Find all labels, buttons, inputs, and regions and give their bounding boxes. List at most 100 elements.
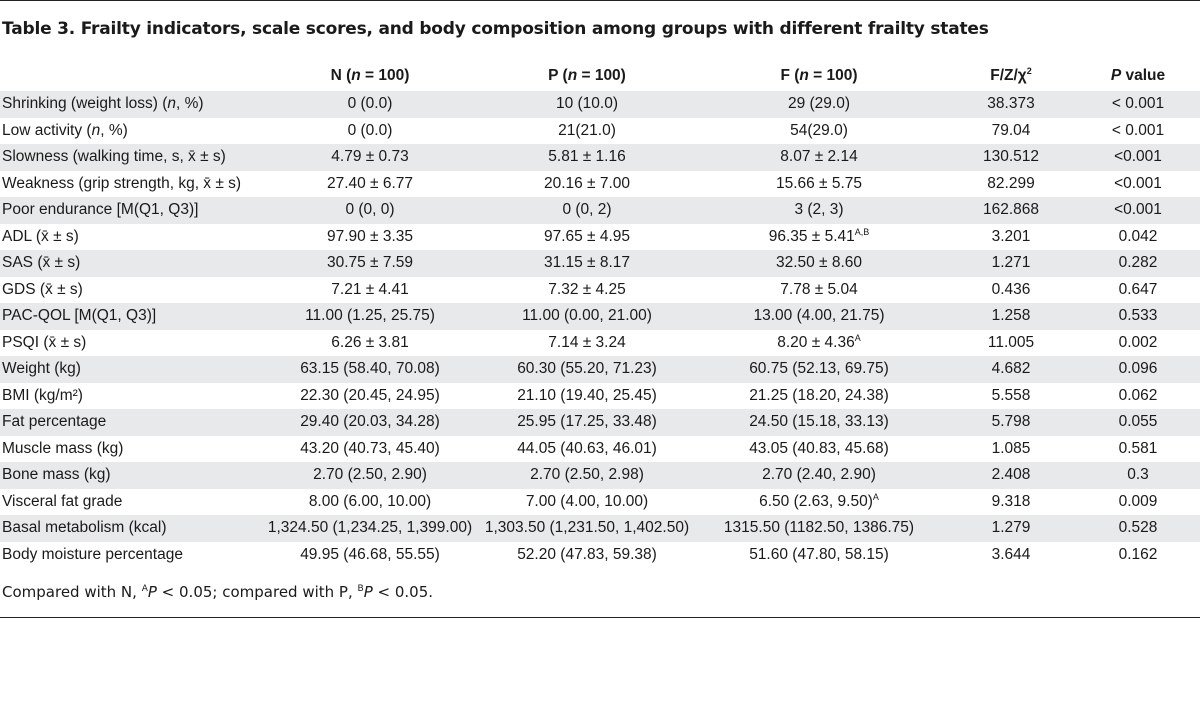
cell-p: 97.65 ± 4.95 [543, 227, 631, 245]
cell-n: 4.79 ± 0.73 [258, 144, 482, 171]
cell-f: 24.50 (15.18, 33.13) [692, 409, 946, 436]
cell-p: 7.32 ± 4.25 [548, 280, 626, 298]
header-n-group: N (n = 100) [330, 67, 410, 84]
cell-f: 54(29.0) [790, 121, 848, 139]
cell-p-value: 0.3 [1076, 462, 1200, 489]
cell-f: 21.25 (18.20, 24.38) [749, 386, 889, 404]
cell-p: 21(21.0) [558, 121, 616, 139]
cell-f: 60.75 (52.13, 69.75) [692, 356, 946, 383]
cell-n: 0 (0.0) [258, 91, 482, 118]
cell-p: 10 (10.0) [482, 91, 692, 118]
cell-statistic: 4.682 [946, 356, 1076, 383]
row-label: Low activity (n, %) [2, 121, 128, 139]
header-p-value: P value [1110, 67, 1166, 84]
cell-statistic: 2.408 [946, 462, 1076, 489]
cell-p-value: 0.062 [1118, 386, 1158, 404]
table-row: Fat percentage 29.40 (20.03, 34.28) 25.95 … [0, 409, 1200, 436]
row-label: BMI (kg/m²) [2, 386, 83, 404]
cell-p: 21.10 (19.40, 25.45) [517, 386, 657, 404]
table-row: Poor endurance [M(Q1, Q3)] 0 (0, 0) 0 (0, … [0, 197, 1200, 224]
row-label: PSQI (x̄ ± s) [2, 333, 87, 351]
table-row: PSQI (x̄ ± s) 6.26 ± 3.81 7.14 ± 3.24 8.20 … [0, 330, 1200, 357]
row-label: Slowness (walking time, s, x̄ ± s) [0, 144, 258, 171]
cell-statistic: 82.299 [987, 174, 1035, 192]
bottom-rule [0, 617, 1200, 618]
cell-n: 30.75 ± 7.59 [258, 250, 482, 277]
table-row: Slowness (walking time, s, x̄ ± s) 4.79 ±… [0, 144, 1200, 171]
cell-p-value: 0.162 [1118, 545, 1158, 563]
row-label: SAS (x̄ ± s) [0, 250, 258, 277]
table-row: Muscle mass (kg) 43.20 (40.73, 45.40) 44.0… [0, 436, 1200, 463]
table-footnote: Compared with N, AP < 0.05; compared wit… [2, 583, 434, 601]
cell-statistic: 3.644 [991, 545, 1031, 563]
cell-n: 29.40 (20.03, 34.28) [258, 409, 482, 436]
cell-p-value: <0.001 [1114, 174, 1162, 192]
cell-f: 15.66 ± 5.75 [775, 174, 863, 192]
cell-n: 0 (0, 0) [258, 197, 482, 224]
cell-statistic: 38.373 [946, 91, 1076, 118]
cell-p-value: 0.581 [1118, 439, 1158, 457]
cell-p-value: 0.282 [1076, 250, 1200, 277]
cell-f: 3 (2, 3) [692, 197, 946, 224]
row-label: GDS (x̄ ± s) [2, 280, 83, 298]
cell-statistic: 79.04 [991, 121, 1031, 139]
cell-p-value: < 0.001 [1076, 91, 1200, 118]
cell-p-value: 0.096 [1076, 356, 1200, 383]
cell-n: 63.15 (58.40, 70.08) [258, 356, 482, 383]
table-row: PAC-QOL [M(Q1, Q3)] 11.00 (1.25, 25.75) 11… [0, 303, 1200, 330]
table-row: Shrinking (weight loss) (n, %) 0 (0.0) 10 … [0, 91, 1200, 118]
header-f-group: F (n = 100) [780, 67, 858, 84]
header-p-group: P (n = 100) [548, 67, 626, 84]
table-row: Body moisture percentage 49.95 (46.68, 55… [0, 542, 1200, 569]
header-row: N (n = 100) P (n = 100) F (n = 100) F/Z/… [0, 61, 1200, 91]
cell-p: 25.95 (17.25, 33.48) [482, 409, 692, 436]
cell-p: 7.14 ± 3.24 [548, 333, 626, 351]
cell-p-value: 0.533 [1076, 303, 1200, 330]
cell-f: 6.50 (2.63, 9.50)A [759, 491, 879, 510]
cell-f: 13.00 (4.00, 21.75) [692, 303, 946, 330]
cell-f: 96.35 ± 5.41A,B [768, 226, 870, 245]
top-rule [0, 0, 1200, 1]
table-row: BMI (kg/m²) 22.30 (20.45, 24.95) 21.10 (19… [0, 383, 1200, 410]
cell-statistic: 1.271 [946, 250, 1076, 277]
cell-f: 8.20 ± 4.36A [777, 332, 861, 351]
cell-p-value: <0.001 [1076, 197, 1200, 224]
cell-statistic: 162.868 [946, 197, 1076, 224]
cell-statistic: 5.558 [991, 386, 1031, 404]
cell-p: 11.00 (0.00, 21.00) [482, 303, 692, 330]
cell-p: 60.30 (55.20, 71.23) [482, 356, 692, 383]
table-row: SAS (x̄ ± s) 30.75 ± 7.59 31.15 ± 8.17 32.5… [0, 250, 1200, 277]
header-label [0, 61, 258, 91]
cell-f: 29 (29.0) [692, 91, 946, 118]
cell-p: 44.05 (40.63, 46.01) [517, 439, 657, 457]
cell-statistic: 130.512 [946, 144, 1076, 171]
table-row: Low activity (n, %) 0 (0.0) 21(21.0) 54(29.… [0, 118, 1200, 145]
cell-n: 97.90 ± 3.35 [326, 227, 414, 245]
cell-f: 2.70 (2.40, 2.90) [692, 462, 946, 489]
table-row: Weight (kg) 63.15 (58.40, 70.08) 60.30 (55… [0, 356, 1200, 383]
cell-statistic: 3.201 [991, 227, 1031, 245]
cell-p: 20.16 ± 7.00 [543, 174, 631, 192]
cell-f: 1315.50 (1182.50, 1386.75) [692, 515, 946, 542]
cell-n: 11.00 (1.25, 25.75) [258, 303, 482, 330]
row-label: Bone mass (kg) [0, 462, 258, 489]
cell-statistic: 9.318 [991, 492, 1031, 510]
table-row: Visceral fat grade 8.00 (6.00, 10.00) 7.00… [0, 489, 1200, 516]
cell-statistic: 0.436 [991, 280, 1031, 298]
row-label: Fat percentage [0, 409, 258, 436]
cell-n: 2.70 (2.50, 2.90) [258, 462, 482, 489]
row-label: ADL (x̄ ± s) [2, 227, 79, 245]
cell-p-value: 0.055 [1076, 409, 1200, 436]
cell-p-value: 0.647 [1118, 280, 1158, 298]
cell-p: 0 (0, 2) [482, 197, 692, 224]
table-row: Weakness (grip strength, kg, x̄ ± s) 27.4… [0, 171, 1200, 198]
row-label: PAC-QOL [M(Q1, Q3)] [0, 303, 258, 330]
row-label: Basal metabolism (kcal) [0, 515, 258, 542]
row-label: Shrinking (weight loss) (n, %) [0, 91, 258, 118]
cell-f: 32.50 ± 8.60 [692, 250, 946, 277]
cell-p-value: 0.002 [1118, 333, 1158, 351]
cell-p: 1,303.50 (1,231.50, 1,402.50) [482, 515, 692, 542]
row-label: Poor endurance [M(Q1, Q3)] [0, 197, 258, 224]
cell-p-value: < 0.001 [1111, 121, 1165, 139]
cell-n: 22.30 (20.45, 24.95) [300, 386, 440, 404]
